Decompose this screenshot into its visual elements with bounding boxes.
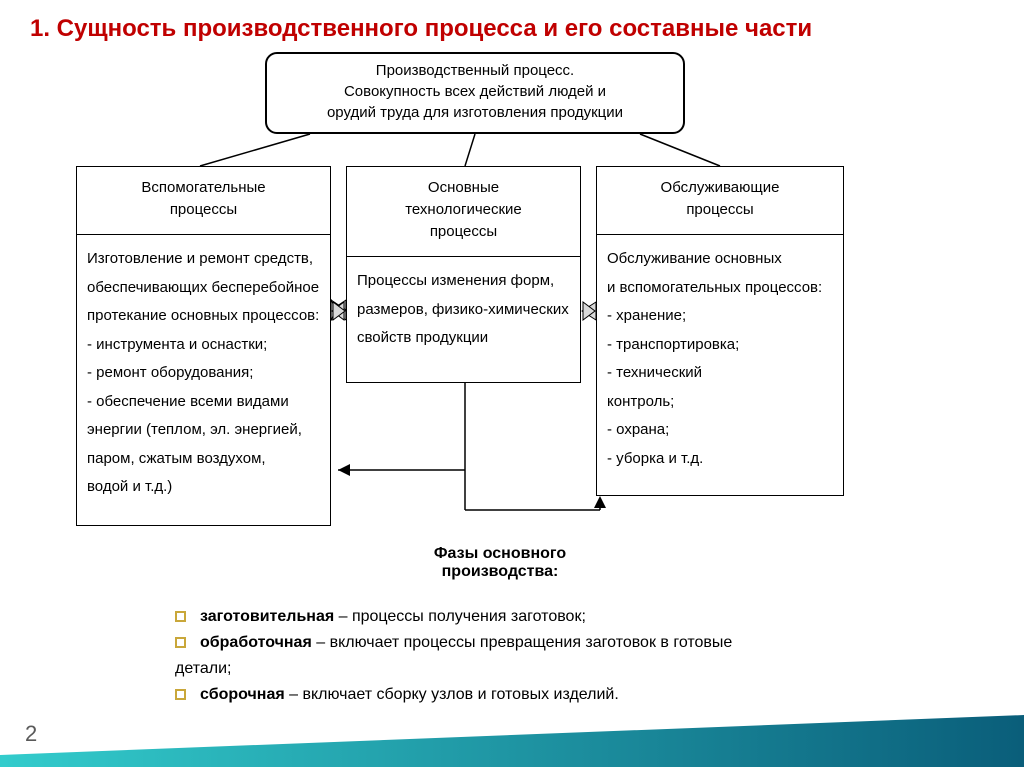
bullet-square-icon [175,689,186,700]
mid-header-l3: процессы [355,221,572,243]
bullet-2-bold: обработочная [200,634,312,651]
phases-bullets: заготовительная – процессы получения заг… [175,605,945,709]
bullet-square-icon [175,637,186,648]
bullet-3-bold: сборочная [200,686,285,703]
right-body: Обслуживание основных и вспомогательных … [597,235,843,495]
bullet-square-icon [175,611,186,622]
phases-l1: Фазы основного [400,545,600,563]
bullet-2: обработочная – включает процессы превращ… [175,631,945,655]
bullet-1: заготовительная – процессы получения заг… [175,605,945,629]
top-process-box: Производственный процесс. Совокупность в… [265,52,685,134]
left-header-l2: процессы [85,199,322,221]
bullet-3-rest: – включает сборку узлов и готовых издели… [285,686,619,703]
branch-right: Обслуживающие процессы Обслуживание осно… [596,166,844,496]
branch-mid: Основные технологические процессы Процес… [346,166,581,383]
accent-bar [0,707,1024,767]
right-header-l1: Обслуживающие [605,177,835,199]
phases-l2: производства: [400,563,600,581]
left-header-l1: Вспомогательные [85,177,322,199]
mid-header-l2: технологические [355,199,572,221]
bullet-2-rest: – включает процессы превращения заготово… [312,634,733,651]
bullet-2-cont: детали; [175,657,945,681]
mid-body: Процессы изменения форм, размеров, физик… [347,257,580,382]
top-line2: Совокупность всех действий людей и [277,81,673,102]
bullet-1-bold: заготовительная [200,608,334,625]
top-line3: орудий труда для изготовления продукции [277,102,673,123]
mid-header-l1: Основные [355,177,572,199]
bullet-1-rest: – процессы получения заготовок; [334,608,586,625]
bullet-3: сборочная – включает сборку узлов и гото… [175,683,945,707]
top-line1: Производственный процесс. [277,60,673,81]
branch-left: Вспомогательные процессы Изготовление и … [76,166,331,526]
right-header-l2: процессы [605,199,835,221]
bullet-2-cont-text: детали; [175,660,231,677]
left-body: Изготовление и ремонт средств, обеспечив… [77,235,330,525]
slide-title: 1. Сущность производственного процесса и… [0,0,1024,43]
phases-label: Фазы основного производства: [400,545,600,581]
